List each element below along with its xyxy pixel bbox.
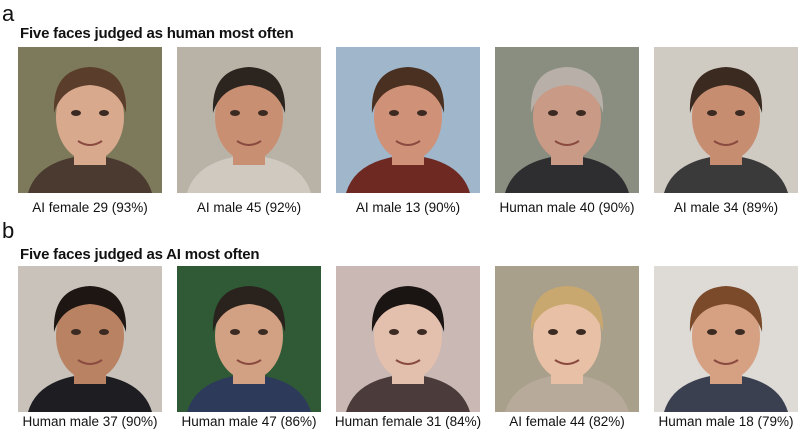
face-photo (18, 47, 162, 193)
face-image (654, 47, 798, 193)
face-caption: AI female 44 (82%) (509, 414, 625, 429)
face-caption: AI male 13 (90%) (355, 200, 461, 215)
panel-title: Five faces judged as AI most often (20, 246, 260, 263)
face-image (18, 47, 162, 193)
face-image (336, 47, 480, 193)
face-image (495, 266, 639, 412)
face-photo (177, 47, 321, 193)
face-caption: Human male 18 (79%) (658, 414, 794, 429)
face-caption: AI male 34 (89%) (673, 200, 779, 215)
face-image (177, 266, 321, 412)
face-photo (654, 266, 798, 412)
face-photo (336, 266, 480, 412)
face-caption: Human male 40 (90%) (499, 200, 635, 215)
face-image (495, 47, 639, 193)
face-image (336, 266, 480, 412)
panel-label: b (2, 218, 15, 243)
face-caption: Human male 47 (86%) (181, 414, 317, 429)
face-photo (495, 266, 639, 412)
face-caption: AI female 29 (93%) (32, 200, 148, 215)
face-caption: AI male 45 (92%) (196, 200, 302, 215)
panel-label: a (2, 1, 15, 26)
face-photo (177, 266, 321, 412)
face-image (177, 47, 321, 193)
face-photo (654, 47, 798, 193)
face-caption: Human female 31 (84%) (334, 414, 482, 429)
face-caption: Human male 37 (90%) (22, 414, 158, 429)
face-image (654, 266, 798, 412)
face-photo (495, 47, 639, 193)
panel-title: Five faces judged as human most often (20, 25, 294, 42)
face-photo (336, 47, 480, 193)
face-photo (18, 266, 162, 412)
face-image (18, 266, 162, 412)
